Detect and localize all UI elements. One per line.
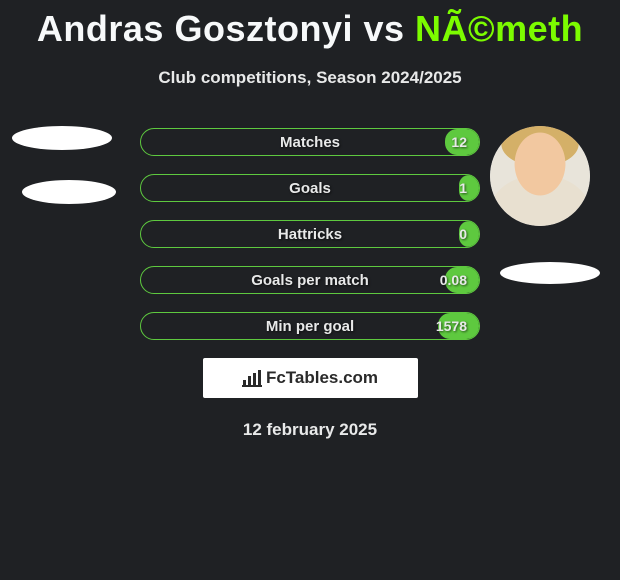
player1-avatar-bottom [22, 180, 116, 204]
vs-label: vs [363, 8, 404, 49]
stat-label: Goals [289, 180, 331, 197]
player2-avatar [490, 126, 590, 226]
stat-value-right: 1 [459, 180, 467, 196]
player2-avatar-image [490, 126, 590, 226]
player1-avatar-top [12, 126, 112, 150]
stats-container: Matches 12 Goals 1 Hattricks 0 Goals per… [140, 128, 480, 340]
logo-text: FcTables.com [266, 368, 378, 388]
stat-label: Hattricks [278, 226, 342, 243]
stat-label: Min per goal [266, 318, 354, 335]
stat-label: Matches [280, 134, 340, 151]
date-label: 12 february 2025 [0, 420, 620, 440]
stat-value-right: 0.08 [440, 272, 467, 288]
fctables-logo[interactable]: FcTables.com [203, 358, 418, 398]
player1-name: Andras Gosztonyi [37, 8, 353, 49]
player2-name: NÃ©meth [415, 8, 583, 49]
page-title: Andras Gosztonyi vs NÃ©meth [0, 0, 620, 50]
stat-row-matches: Matches 12 [140, 128, 480, 156]
player2-team-badge [500, 262, 600, 284]
stat-label: Goals per match [251, 272, 369, 289]
stat-row-goals: Goals 1 [140, 174, 480, 202]
stat-row-hattricks: Hattricks 0 [140, 220, 480, 248]
stat-value-right: 1578 [436, 318, 467, 334]
stat-row-mpg: Min per goal 1578 [140, 312, 480, 340]
subtitle: Club competitions, Season 2024/2025 [0, 68, 620, 88]
stat-value-right: 0 [459, 226, 467, 242]
stat-row-gpm: Goals per match 0.08 [140, 266, 480, 294]
chart-icon [242, 369, 262, 387]
stat-value-right: 12 [451, 134, 467, 150]
comparison-content: Matches 12 Goals 1 Hattricks 0 Goals per… [0, 128, 620, 440]
